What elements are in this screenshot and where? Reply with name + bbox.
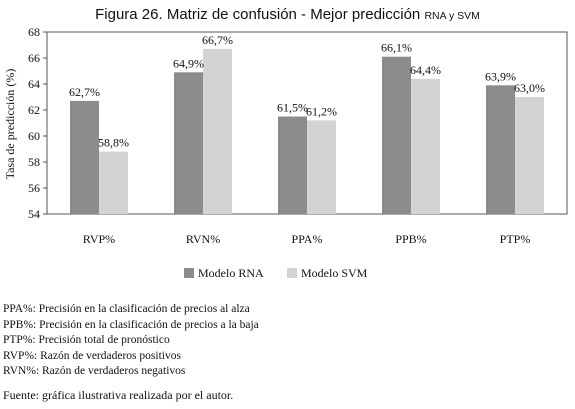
bar-svm-rvp [99,151,128,214]
legend-swatch [287,268,297,278]
note-rvp: RVP%: Razón de verdaderos positivos [3,349,181,362]
chart-bars [70,48,544,215]
bar-rna-rvp [70,100,99,214]
bar-data-label: 63,0% [514,81,545,95]
bar-data-label: 64,9% [173,56,204,70]
bar-rna-ppa [278,116,307,214]
y-tick-label: 54 [28,207,40,221]
y-tick-label: 68 [28,25,40,39]
figure-title: Figura 26. Matriz de confusión - Mejor p… [0,6,575,23]
x-tick-label: PTP% [500,232,531,246]
title-acronyms: RNA y SVM [424,10,480,22]
chart-legend: Modelo RNA Modelo SVM [184,266,368,280]
chart-x-tick-labels: RVP% RVN% PPA% PPB% PTP% [83,232,531,246]
y-tick-label: 64 [28,77,40,91]
bar-data-label: 62,7% [69,85,100,99]
bar-data-label: 66,7% [202,33,233,47]
bar-rna-rvn [174,72,203,214]
y-tick-label: 66 [28,51,40,65]
note-rvn: RVN%: Razón de verdaderos negativos [3,365,186,378]
note-ppb: PPB%: Precisión en la clasificación de p… [3,318,259,331]
legend-swatch [184,268,194,278]
y-tick-label: 62 [28,103,40,117]
x-tick-label: RVN% [186,232,220,246]
bar-data-label: 61,5% [277,101,308,115]
bar-svm-ppa [307,120,336,214]
bar-svm-rvn [203,48,232,215]
chart-bar-labels: 62,7% 58,8% 64,9% 66,7% 61,5%61,2% 66,1% 64,4%… [69,33,545,150]
bar-data-label: 63,9% [485,69,516,83]
legend-label: Modelo RNA [198,266,264,280]
bar-data-label: 58,8% [98,136,129,150]
bar-data-label: 64,4% [410,63,441,77]
x-tick-label: PPA% [292,232,323,246]
note-ptp: PTP%: Precisión total de pronóstico [3,334,170,347]
y-tick-label: 56 [28,181,40,195]
abbreviation-notes: PPA%: Precisión en la clasificación de p… [3,302,259,380]
bar-chart: 62,7% 58,8% 64,9% 66,7% 61,5%61,2% 66,1% 64,4%… [3,25,568,280]
y-axis-label: Tasa de predicción (%) [3,69,17,180]
bar-rna-ppb [382,56,411,215]
x-tick-label: PPB% [395,232,426,246]
bar-svm-ppb [411,78,440,214]
y-tick-label: 58 [28,155,40,169]
bar-svm-ptp [515,97,544,214]
figure-source: Fuente: gráfica ilustrativa realizada po… [3,388,234,402]
chart-y-tick-labels: 54 56 58 60 62 64 66 68 [28,25,40,221]
bar-data-label: 61,2% [306,104,337,118]
x-tick-label: RVP% [83,232,115,246]
bar-rna-ptp [486,85,515,214]
title-main: Figura 26. Matriz de confusión - Mejor p… [95,6,425,23]
legend-label: Modelo SVM [301,266,368,280]
bar-data-label: 66,1% [381,41,412,55]
y-tick-label: 60 [28,129,40,143]
note-ppa: PPA%: Precisión en la clasificación de p… [3,303,250,315]
